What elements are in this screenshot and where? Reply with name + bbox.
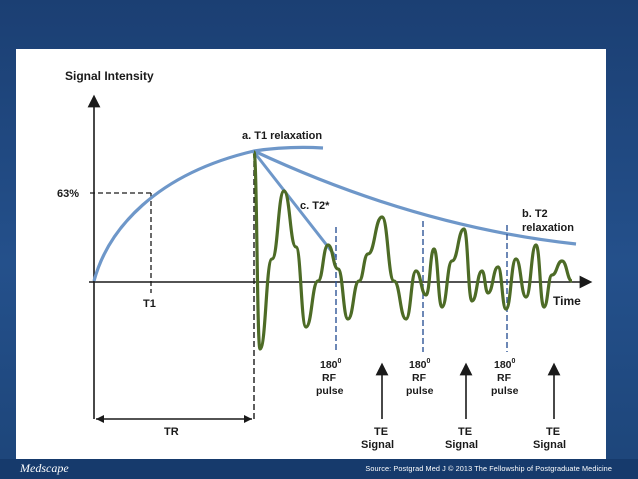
t2-relaxation-label-line1: b. T2	[522, 208, 548, 220]
svg-text:Signal: Signal	[361, 439, 394, 451]
footer-bar: Medscape Source: Postgrad Med J © 2013 T…	[0, 459, 638, 479]
t1-relaxation-curve	[92, 145, 324, 282]
footer-source-text: Source: Postgrad Med J © 2013 The Fellow…	[365, 464, 612, 473]
rf-pulse-label-3: 1800 RF pulse	[491, 358, 519, 397]
te-signal-label-1: TE Signal	[361, 426, 394, 451]
rf-pulse-label-1: 1800 RF pulse	[316, 358, 344, 397]
svg-text:RF: RF	[412, 372, 427, 384]
diagram-panel: Signal Intensity Time 63% T1 TR a. T1 re…	[16, 49, 606, 459]
y-axis-label: Signal Intensity	[65, 69, 154, 83]
svg-text:1800: 1800	[494, 358, 516, 371]
svg-text:1800: 1800	[409, 358, 431, 371]
svg-text:pulse: pulse	[406, 385, 434, 397]
t2-relaxation-curve	[253, 149, 577, 246]
t2star-decay-line	[252, 151, 338, 258]
te-signal-label-2: TE Signal	[445, 426, 478, 451]
svg-text:TE: TE	[546, 426, 560, 438]
svg-text:Signal: Signal	[533, 439, 566, 451]
te-signal-label-3: TE Signal	[533, 426, 566, 451]
svg-text:pulse: pulse	[491, 385, 519, 397]
tr-label: TR	[164, 426, 179, 438]
t1-relaxation-label: a. T1 relaxation	[242, 130, 322, 142]
rf-pulse-label-2: 1800 RF pulse	[406, 358, 434, 397]
mri-relaxation-diagram: Signal Intensity Time 63% T1 TR a. T1 re…	[57, 69, 593, 451]
svg-text:TE: TE	[458, 426, 472, 438]
svg-text:RF: RF	[497, 372, 512, 384]
x-axis-label: Time	[553, 294, 581, 308]
svg-text:pulse: pulse	[316, 385, 344, 397]
t2-relaxation-label-line2: relaxation	[522, 222, 574, 234]
svg-text:TE: TE	[374, 426, 388, 438]
t1-label: T1	[143, 298, 156, 310]
footer-brand-logo: Medscape	[20, 461, 69, 475]
percent-label: 63%	[57, 188, 79, 200]
svg-text:1800: 1800	[320, 358, 342, 371]
t2star-label: c. T2*	[300, 200, 330, 212]
svg-text:Signal: Signal	[445, 439, 478, 451]
svg-text:RF: RF	[322, 372, 337, 384]
signal-wave	[252, 150, 573, 351]
